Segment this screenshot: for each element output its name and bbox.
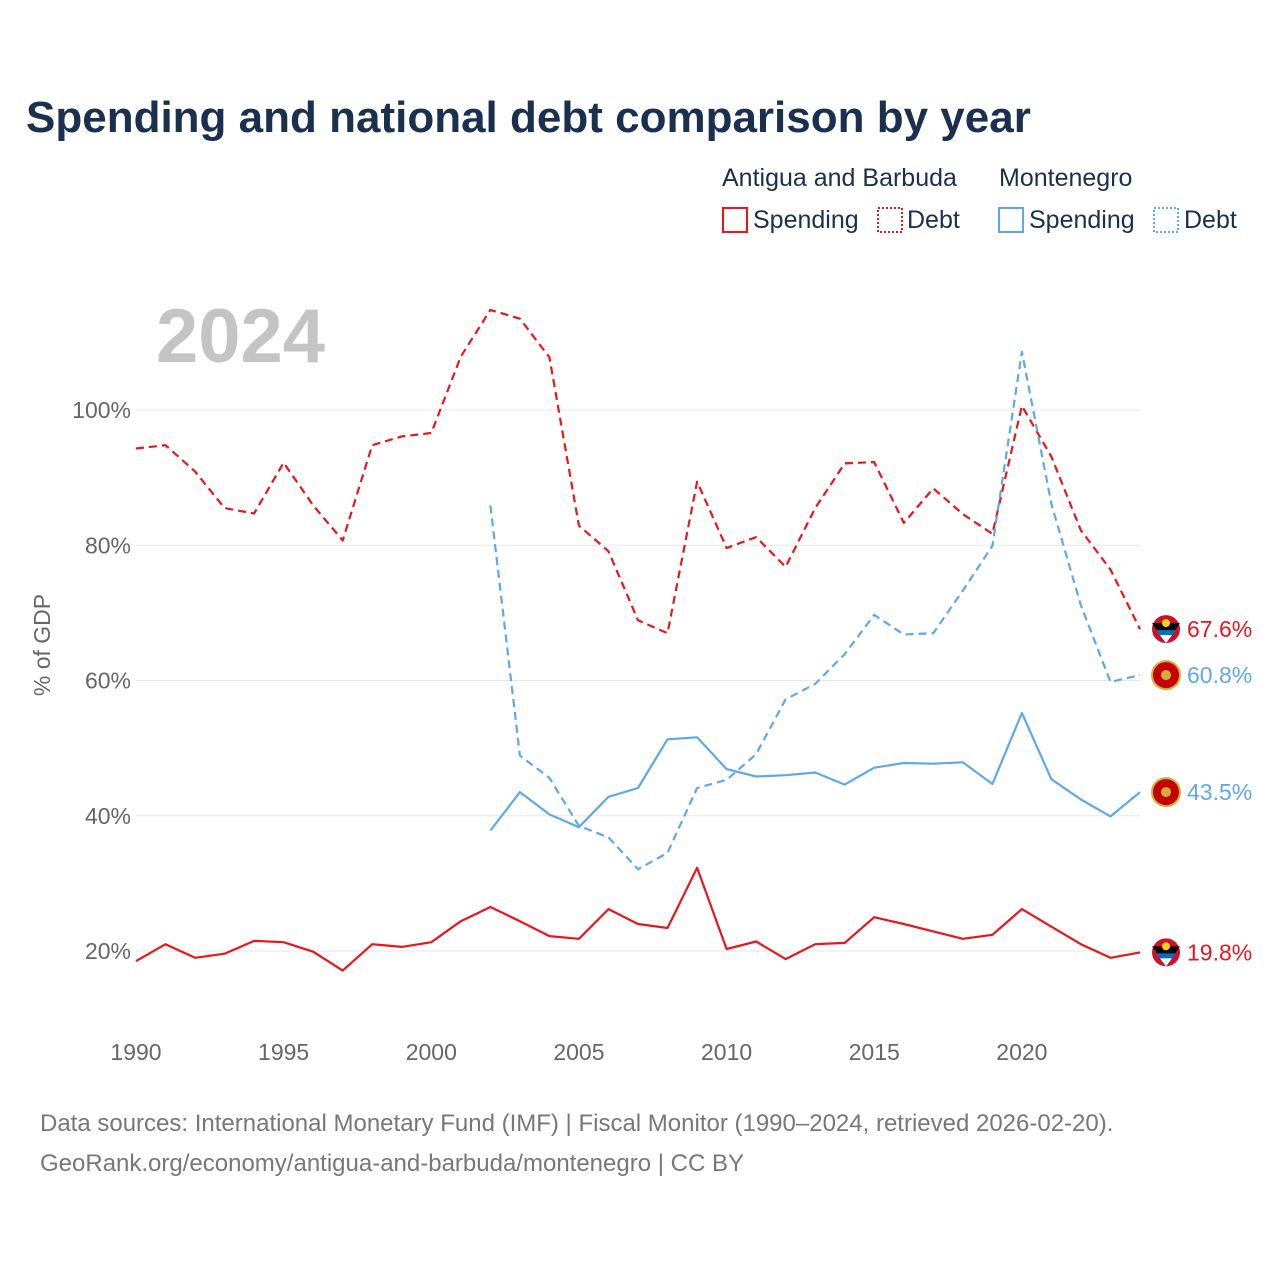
flag-band [1160, 635, 1172, 644]
legend-label-montenegro-spending[interactable]: Spending [1029, 206, 1135, 234]
legend-swatch-antigua-debt[interactable] [877, 207, 903, 233]
flag-emblem [1161, 787, 1171, 798]
series-line-antigua-and-barbuda-spending[interactable] [135, 866, 1141, 972]
source-line-2[interactable]: GeoRank.org/economy/antigua-and-barbuda/… [40, 1150, 744, 1177]
source-line-1: Data sources: International Monetary Fun… [40, 1110, 1113, 1137]
end-label-antigua-and-barbuda-spending: 19.8% [1187, 939, 1252, 965]
end-labels: 67.6% 60.8% 43.5% 19.8% [1151, 615, 1252, 967]
x-tick-label: 1995 [258, 1039, 309, 1065]
gridlines [136, 409, 1140, 952]
year-watermark: 2024 [156, 294, 325, 379]
end-marker-montenegro-debt [1151, 660, 1181, 691]
x-tick-label: 2015 [849, 1039, 900, 1065]
legend-swatch-montenegro-spending[interactable] [998, 207, 1024, 233]
end-label-montenegro-spending: 43.5% [1187, 779, 1252, 805]
legend-label-antigua-debt[interactable]: Debt [907, 206, 960, 234]
y-tick-label: 60% [85, 668, 131, 694]
end-label-antigua-and-barbuda-debt: 67.6% [1187, 616, 1252, 642]
y-axis-label: % of GDP [29, 594, 55, 696]
flag-emblem [1161, 670, 1171, 681]
legend-group-antigua: Antigua and Barbuda [722, 164, 957, 192]
x-tick-label: 1990 [110, 1039, 161, 1065]
x-tick-label: 2010 [701, 1039, 752, 1065]
end-marker-antigua-and-barbuda-debt [1152, 615, 1180, 644]
x-tick-label: 2005 [553, 1039, 604, 1065]
series-layer [135, 308, 1141, 972]
y-axis: 20% 40% 60% 80% 100% [72, 397, 131, 964]
end-marker-antigua-and-barbuda-spending [1152, 938, 1180, 967]
series-line-montenegro-spending[interactable] [489, 711, 1141, 832]
flag-sun [1162, 942, 1170, 951]
x-tick-label: 2020 [996, 1039, 1047, 1065]
series-line-antigua-and-barbuda-debt[interactable] [135, 308, 1141, 635]
y-tick-label: 20% [85, 938, 131, 964]
flag-band [1160, 958, 1172, 967]
legend-swatch-antigua-spending[interactable] [722, 207, 748, 233]
x-axis: 1990 1995 2000 2005 2010 2015 2020 [110, 1039, 1047, 1065]
flag-sun [1162, 619, 1170, 628]
y-tick-label: 80% [85, 532, 131, 558]
y-tick-label: 100% [72, 397, 131, 423]
end-label-montenegro-debt: 60.8% [1187, 662, 1252, 688]
end-marker-montenegro-spending [1151, 777, 1181, 808]
x-tick-label: 2000 [406, 1039, 457, 1065]
legend-label-antigua-spending[interactable]: Spending [753, 206, 859, 234]
y-tick-label: 40% [85, 803, 131, 829]
chart-title: Spending and national debt comparison by… [26, 93, 1031, 142]
legend: Antigua and Barbuda Montenegro Spending … [722, 164, 1237, 234]
series-line-montenegro-debt[interactable] [489, 350, 1141, 871]
legend-group-montenegro: Montenegro [999, 164, 1132, 192]
legend-label-montenegro-debt[interactable]: Debt [1184, 206, 1237, 234]
legend-swatch-montenegro-debt[interactable] [1153, 207, 1179, 233]
